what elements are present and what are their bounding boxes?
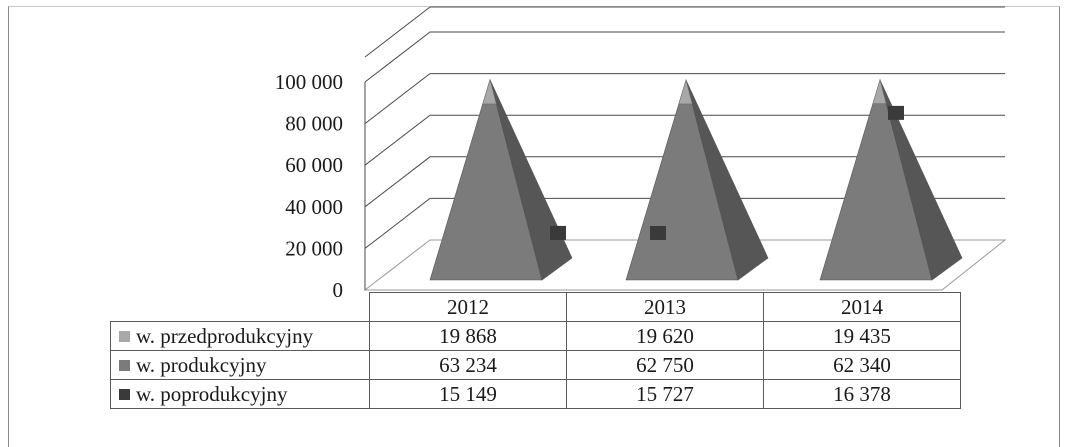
gridline — [364, 114, 1005, 166]
legend-swatch-produkcyjny — [119, 359, 130, 371]
table-cell: 63 234 — [369, 350, 567, 380]
legend-label: w. poprodukcyjny — [136, 381, 288, 406]
legend-entry: w. przedprodukcyjny — [110, 321, 370, 351]
gridline — [364, 73, 1005, 124]
table-row: w. produkcyjny 63 234 62 750 62 340 — [110, 350, 961, 380]
legend-label: w. przedprodukcyjny — [136, 323, 314, 348]
table-corner — [111, 293, 370, 322]
table-header-row: 2012 2013 2014 — [111, 292, 961, 322]
chart-frame — [8, 6, 1060, 447]
legend-label: w. produkcyjny — [136, 352, 267, 377]
table-cell: 16 378 — [763, 379, 961, 409]
table-header-cell: 2013 — [566, 292, 764, 322]
gridlines — [364, 31, 1005, 249]
segment-poprodukcyjny — [550, 225, 566, 240]
y-tick-label: 40 000 — [285, 195, 343, 219]
table-header-cell: 2014 — [763, 292, 961, 322]
table-header-cell: 2012 — [369, 292, 567, 322]
pyramid-side-face — [879, 79, 963, 281]
y-tick-label: 60 000 — [285, 153, 343, 177]
pyramids — [429, 78, 963, 281]
table-cell: 15 727 — [566, 379, 764, 409]
legend-entry: w. produkcyjny — [110, 350, 370, 380]
pyramid-2012 — [429, 78, 573, 281]
table-cell: 19 435 — [763, 321, 961, 351]
legend-entry: w. poprodukcyjny — [110, 379, 370, 409]
table-cell: 19 868 — [369, 321, 567, 351]
pyramid-2014 — [819, 78, 963, 281]
y-tick-label: 80 000 — [285, 112, 343, 136]
segment-przedprodukcyjny — [482, 78, 497, 105]
table-cell: 19 620 — [566, 321, 764, 351]
y-tick-label: 100 000 — [275, 70, 343, 94]
table-row: w. przedprodukcyjny 19 868 19 620 19 435 — [110, 321, 961, 351]
segment-poprodukcyjny — [650, 225, 666, 240]
segment-poprodukcyjny — [888, 105, 904, 120]
gridline — [364, 156, 1005, 208]
pyramid-side-face — [685, 79, 769, 281]
side-wall-top — [364, 6, 431, 58]
data-table: 2012 2013 2014 w. przedprodukcyjny 19 86… — [110, 292, 961, 409]
legend-swatch-poprodukcyjny — [119, 388, 130, 400]
segment-przedprodukcyjny — [678, 79, 693, 105]
segment-przedprodukcyjny — [872, 78, 887, 104]
pyramid-chart: 0 20 000 40 000 60 000 80 000 100 000 — [275, 6, 1007, 302]
table-cell: 15 149 — [369, 379, 567, 409]
y-tick-label: 20 000 — [285, 236, 343, 260]
y-tick-label: 0 — [333, 278, 344, 302]
gridline — [364, 197, 1005, 249]
table-row: w. poprodukcyjny 15 149 15 727 16 378 — [110, 379, 961, 409]
legend-swatch-przedprodukcyjny — [119, 330, 130, 342]
table-cell: 62 750 — [566, 350, 764, 380]
pyramid-2013 — [625, 78, 769, 281]
y-axis-ticks: 0 20 000 40 000 60 000 80 000 100 000 — [275, 70, 343, 302]
gridline — [364, 31, 1005, 83]
table-cell: 62 340 — [763, 350, 961, 380]
